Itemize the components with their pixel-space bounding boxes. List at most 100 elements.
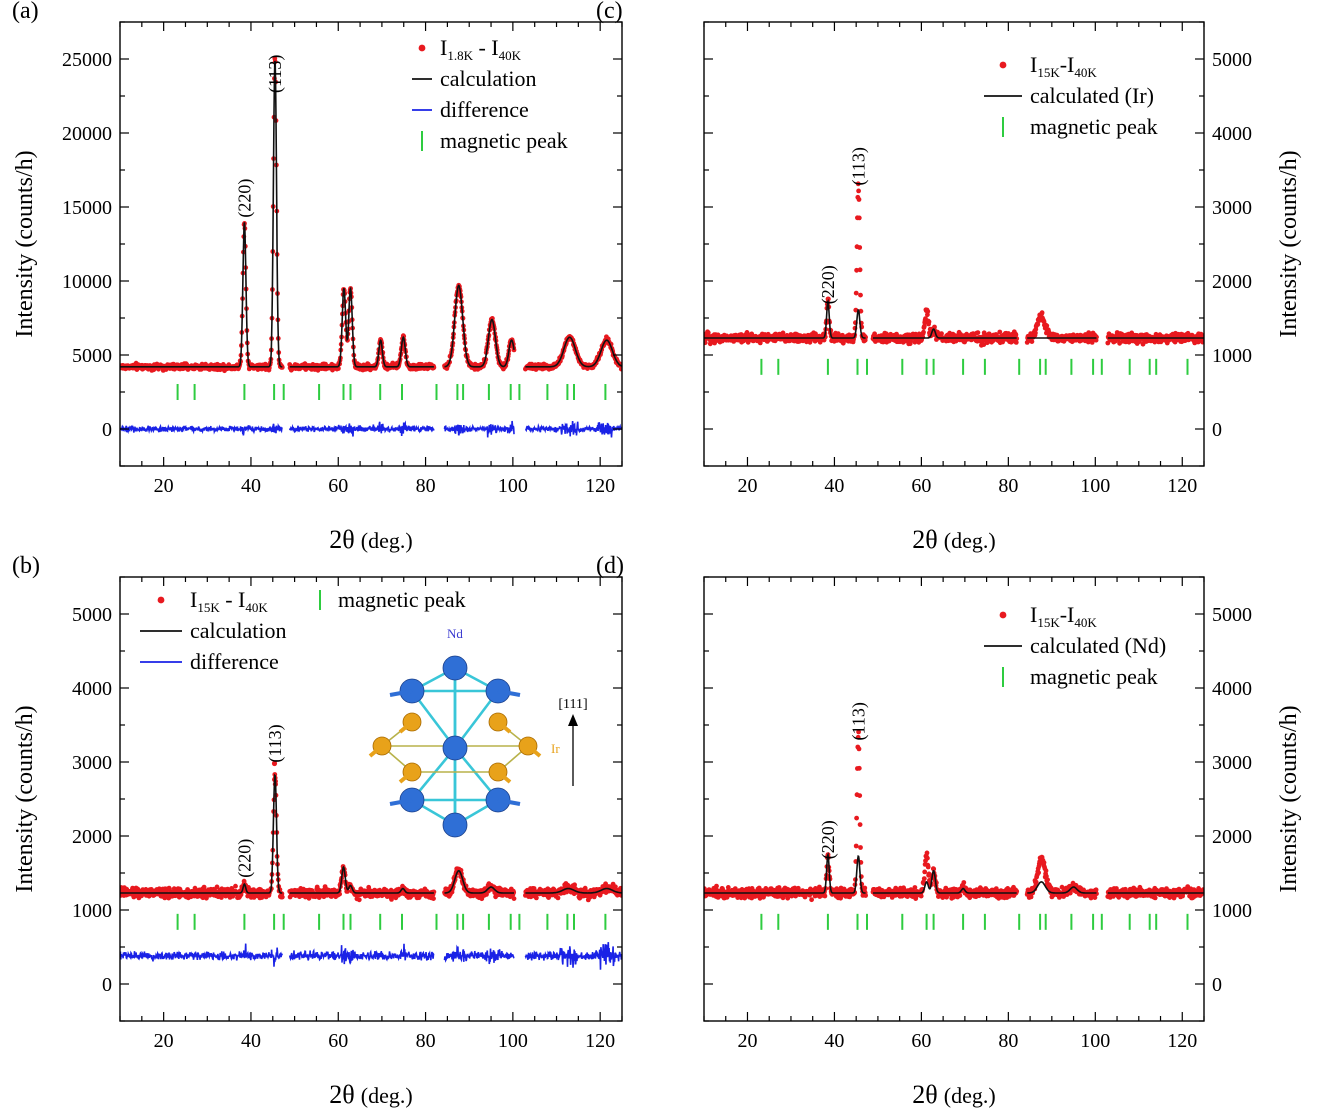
observed-point: [1200, 339, 1204, 345]
legend-label: magnetic peak: [338, 587, 466, 612]
y-axis-label: Intensity (counts/h): [12, 705, 38, 892]
calculated-line: [444, 870, 514, 894]
observed-point: [857, 822, 863, 827]
observed-point: [854, 815, 859, 821]
hkl-label: (113): [265, 55, 286, 93]
observed-point: [534, 895, 539, 901]
y-tick-label: 3000: [72, 752, 112, 774]
x-axis-label: 2θ (deg.): [329, 1080, 412, 1109]
observed-point: [1043, 868, 1049, 874]
y-tick-label: 0: [102, 974, 112, 996]
x-tick-label: 60: [328, 1030, 348, 1052]
x-axis-symbol: 2θ: [329, 525, 354, 554]
observed-point: [1044, 873, 1049, 879]
observed-point: [1092, 895, 1098, 900]
observed-point: [431, 896, 436, 901]
difference-line: [288, 943, 435, 965]
observed-point: [1035, 322, 1041, 327]
x-axis-label: 2θ (deg.): [329, 525, 412, 554]
hkl-label: (220): [234, 179, 255, 218]
panel-label: (a): [12, 0, 39, 24]
x-tick-label: 120: [585, 475, 615, 497]
observed-point: [858, 292, 863, 298]
x-axis-unit: (deg.): [361, 1083, 413, 1108]
observed-point: [1044, 323, 1050, 329]
observed-point: [854, 267, 859, 273]
panel-a: 20 40 60 80 100 1200500010000150002000025000(…: [12, 0, 623, 554]
magnetic-peak-ticks: [760, 358, 1189, 375]
legend-dot-symbol: [999, 61, 1007, 69]
y-tick-label: 25000: [62, 49, 112, 71]
y-tick-label: 10000: [62, 271, 112, 293]
y-tick-label: 2000: [72, 826, 112, 848]
observed-point: [201, 884, 207, 890]
legend-dot-symbol: [418, 44, 426, 52]
observed-point: [853, 843, 859, 849]
x-tick-label: 100: [498, 1030, 528, 1052]
y-tick-label: 4000: [72, 678, 112, 700]
calculated-line: [120, 773, 283, 894]
legend: I15K - I40K magnetic peakcalculationdiffe…: [140, 587, 466, 674]
legend-sub-2: 40K: [1074, 65, 1097, 80]
calculated-line: [289, 286, 434, 368]
y-tick-label: 3000: [1212, 197, 1252, 219]
panel-label: (b): [12, 553, 40, 579]
observed-point: [855, 181, 861, 187]
observed-point: [1105, 340, 1111, 346]
observed-point: [856, 765, 862, 771]
x-tick-label: 20: [154, 1030, 174, 1052]
observed-point: [856, 729, 861, 735]
observed-point: [957, 893, 963, 898]
observed-point: [1041, 860, 1047, 865]
observed-point: [785, 895, 791, 901]
legend-mid: - I: [473, 35, 499, 60]
panel-label: (c): [596, 0, 623, 24]
observed-point: [856, 215, 862, 221]
observed-series: [704, 729, 1204, 903]
observed-point: [757, 340, 763, 346]
observed-point: [925, 309, 931, 314]
observed-point: [918, 893, 924, 899]
observed-point: [862, 885, 868, 891]
observed-point: [233, 883, 238, 889]
observed-point: [975, 330, 981, 335]
observed-point: [961, 880, 967, 885]
y-tick-label: 5000: [1212, 49, 1252, 71]
observed-point: [857, 267, 863, 273]
y-tick-label: 1000: [1212, 345, 1252, 367]
panel-b: 20 40 60 80 100 120010002000300040005000(b)2θ…: [12, 553, 623, 1109]
x-axis-symbol: 2θ: [912, 525, 937, 554]
observed-point: [1029, 339, 1035, 344]
observed-point: [856, 746, 862, 752]
x-tick-label: 40: [241, 1030, 261, 1052]
y-tick-label: 0: [102, 419, 112, 441]
legend-main-1: I: [440, 35, 447, 60]
observed-series: [120, 760, 622, 903]
difference-line: [443, 420, 515, 438]
observed-point: [1033, 879, 1039, 885]
observed-point: [921, 329, 926, 335]
difference-line: [288, 420, 435, 437]
observed-point: [230, 893, 236, 899]
y-tick-label: 20000: [62, 123, 112, 145]
observed-point: [931, 866, 937, 872]
legend-mid: -I: [1060, 52, 1075, 77]
observed-point: [939, 331, 944, 336]
observed-point: [345, 889, 350, 894]
observed-point: [926, 319, 932, 325]
observed-point: [1033, 330, 1038, 336]
observed-point: [858, 845, 863, 850]
observed-point: [1013, 332, 1019, 338]
legend-label: I1.8K - I40K: [440, 35, 522, 63]
observed-point: [863, 893, 868, 898]
y-tick-label: 15000: [62, 197, 112, 219]
observed-point: [271, 760, 278, 767]
y-axis-label: Intensity (counts/h): [12, 150, 38, 337]
legend-label: calculation: [190, 618, 287, 643]
observed-point: [1045, 877, 1050, 883]
x-tick-label: 80: [416, 475, 436, 497]
observed-point: [853, 307, 859, 313]
y-tick-label: 5000: [72, 345, 112, 367]
